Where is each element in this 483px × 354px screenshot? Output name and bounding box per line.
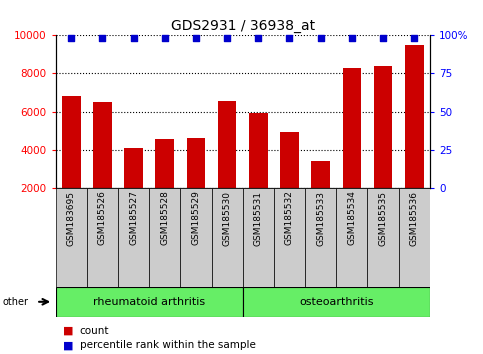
Bar [249, 113, 268, 226]
Text: count: count [80, 326, 109, 336]
Point [129, 36, 137, 41]
Bar [124, 148, 143, 226]
Point [317, 36, 325, 41]
Bar [305, 188, 336, 287]
Text: GSM185526: GSM185526 [98, 190, 107, 245]
Bar [398, 188, 430, 287]
Text: GSM185535: GSM185535 [379, 190, 387, 246]
Text: ■: ■ [63, 326, 73, 336]
Bar [149, 188, 180, 287]
Text: other: other [2, 297, 28, 307]
Text: GSM185533: GSM185533 [316, 190, 325, 246]
Bar [56, 287, 242, 317]
Bar [93, 102, 112, 226]
Bar [87, 188, 118, 287]
Bar [180, 188, 212, 287]
Text: GSM185529: GSM185529 [191, 190, 200, 245]
Text: rheumatoid arthritis: rheumatoid arthritis [93, 297, 205, 307]
Point [255, 36, 262, 41]
Text: GSM185532: GSM185532 [285, 190, 294, 245]
Point [348, 36, 356, 41]
Bar [405, 45, 424, 226]
Point [99, 36, 106, 41]
Text: GSM185530: GSM185530 [223, 190, 232, 246]
Bar [368, 188, 398, 287]
Bar [312, 161, 330, 226]
Bar [212, 188, 242, 287]
Point [379, 36, 387, 41]
Text: GSM185534: GSM185534 [347, 190, 356, 245]
Title: GDS2931 / 36938_at: GDS2931 / 36938_at [170, 19, 315, 33]
Bar [242, 287, 430, 317]
Text: GSM185527: GSM185527 [129, 190, 138, 245]
Text: GSM185528: GSM185528 [160, 190, 169, 245]
Point [192, 36, 200, 41]
Text: GSM185536: GSM185536 [410, 190, 419, 246]
Bar [118, 188, 149, 287]
Bar [56, 188, 87, 287]
Point [223, 36, 231, 41]
Bar [374, 66, 392, 226]
Text: GSM185531: GSM185531 [254, 190, 263, 246]
Point [67, 36, 75, 41]
Text: ■: ■ [63, 340, 73, 350]
Bar [186, 138, 205, 226]
Bar [156, 139, 174, 226]
Bar [336, 188, 368, 287]
Text: GSM183695: GSM183695 [67, 190, 76, 246]
Point [161, 36, 169, 41]
Bar [274, 188, 305, 287]
Text: osteoarthritis: osteoarthritis [299, 297, 373, 307]
Bar [342, 68, 361, 226]
Text: percentile rank within the sample: percentile rank within the sample [80, 340, 256, 350]
Bar [218, 101, 237, 226]
Bar [280, 132, 299, 226]
Bar [62, 96, 81, 226]
Point [285, 36, 293, 41]
Point [411, 36, 418, 41]
Bar [242, 188, 274, 287]
